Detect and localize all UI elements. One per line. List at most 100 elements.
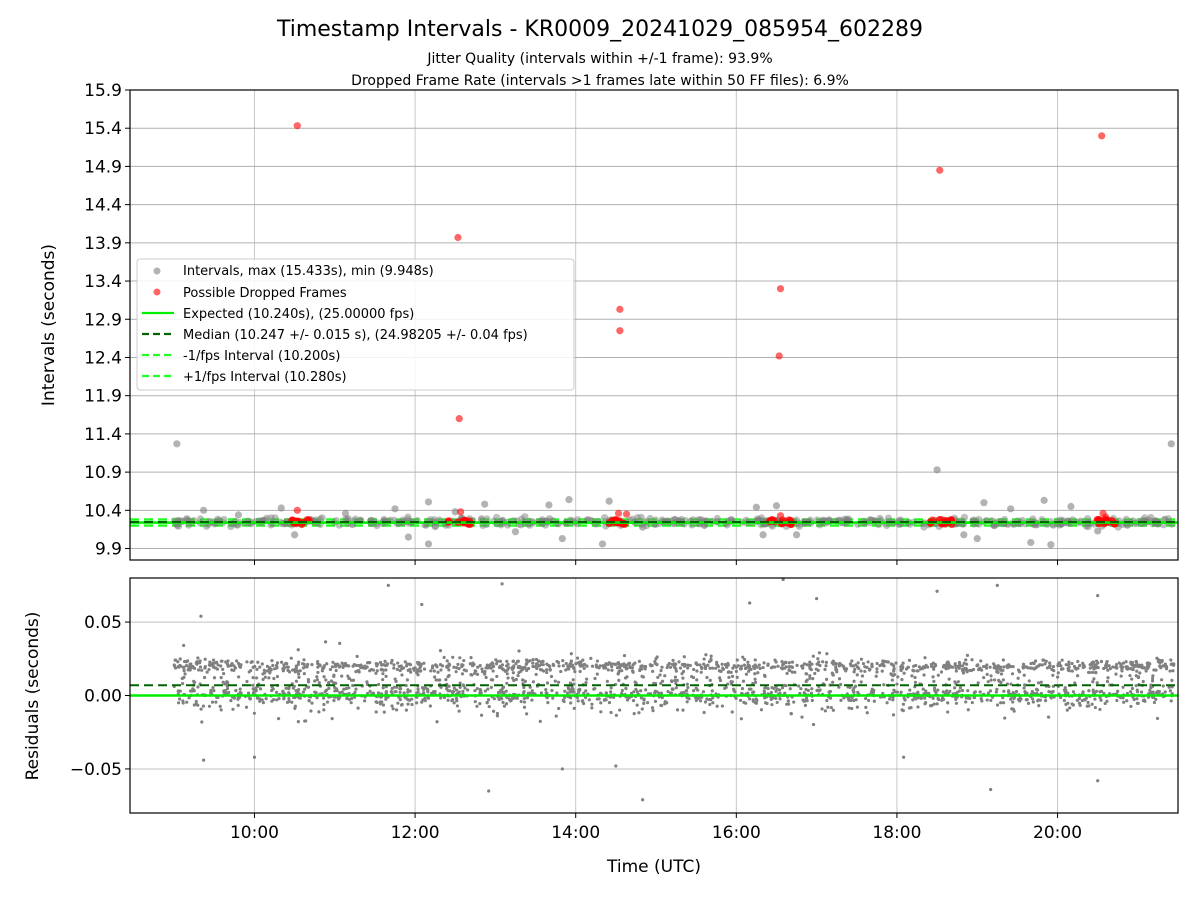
residual-point (409, 670, 413, 674)
residual-point (656, 675, 660, 680)
residual-point (1018, 699, 1022, 703)
residual-point (682, 664, 687, 668)
residual-point (315, 675, 319, 679)
residual-point (452, 665, 456, 669)
residual-point (220, 659, 224, 663)
residual-point (1043, 699, 1048, 703)
residual-point (470, 664, 475, 668)
residual-point (653, 699, 658, 704)
top-ytick-label: 13.4 (84, 272, 122, 292)
residual-point (765, 701, 769, 706)
residual-point (376, 682, 381, 687)
residual-point (892, 664, 896, 668)
bottom-ytick-label: −0.05 (70, 760, 122, 780)
residual-point (740, 687, 745, 691)
residual-point (475, 672, 480, 676)
residual-point (384, 663, 388, 668)
residual-point (759, 708, 764, 712)
residual-point (296, 672, 301, 676)
residual-point (440, 664, 445, 668)
residual-point (524, 662, 528, 666)
residual-point (1131, 663, 1135, 667)
residual-point (613, 662, 618, 667)
residual-point (1034, 665, 1039, 669)
residual-point (545, 668, 549, 672)
residual-point (584, 681, 588, 685)
residual-point (1157, 690, 1161, 694)
residual-point (173, 666, 178, 670)
residual-point (847, 698, 851, 702)
residual-point (735, 658, 739, 662)
residual-point (236, 697, 240, 701)
residual-point (245, 660, 249, 664)
residual-point (553, 679, 557, 683)
residual-point (766, 662, 770, 666)
residual-point (908, 688, 912, 692)
residual-point (739, 667, 743, 671)
residual-point (1036, 681, 1041, 685)
residual-point (751, 698, 755, 702)
residual-point (786, 699, 790, 703)
residual-point (230, 668, 234, 672)
residual-point (276, 717, 281, 721)
residual-point (523, 679, 527, 683)
residual-point (599, 710, 603, 714)
residual-point (639, 696, 643, 700)
residual-point (901, 709, 905, 713)
residual-point (545, 670, 549, 675)
dropped-point (293, 122, 301, 130)
residual-point (314, 691, 318, 695)
residual-point (322, 666, 326, 670)
residual-point (682, 690, 686, 694)
residual-point (817, 688, 821, 692)
interval-point (483, 515, 491, 523)
residual-point (1151, 674, 1155, 678)
residual-point (916, 705, 920, 709)
residual-point (582, 691, 586, 695)
residual-point (789, 711, 793, 716)
residual-point (450, 699, 454, 703)
residual-point (279, 660, 284, 664)
residual-point (753, 672, 757, 676)
residual-point (899, 690, 903, 694)
residual-point (270, 699, 274, 703)
residual-point (546, 700, 550, 705)
residual-point (919, 696, 923, 700)
residual-point (450, 690, 455, 694)
residual-point (317, 681, 321, 685)
residual-point (681, 676, 685, 680)
top-ytick-label: 10.9 (84, 463, 122, 483)
residual-point (231, 707, 235, 711)
residual-point (942, 664, 946, 668)
residual-point (916, 690, 920, 694)
residual-point (1081, 690, 1085, 694)
residual-point (901, 702, 905, 706)
residual-point (287, 685, 291, 689)
residual-point (219, 664, 223, 668)
residual-point (338, 641, 342, 645)
residual-point (1065, 708, 1069, 712)
residual-point (864, 696, 868, 701)
residual-point (345, 696, 349, 700)
residual-point (340, 661, 344, 665)
residual-point (818, 663, 822, 668)
residual-point (710, 666, 715, 670)
residual-point (1150, 679, 1155, 683)
residual-point (753, 663, 757, 667)
residual-point (1036, 699, 1040, 703)
residual-point (340, 674, 344, 678)
residual-point (606, 668, 610, 672)
residual-point (520, 667, 525, 672)
residual-point (512, 664, 516, 668)
bottom-ytick-label: 0.05 (84, 613, 122, 633)
residual-point (447, 668, 451, 672)
residual-point (1001, 678, 1005, 682)
residual-point (702, 710, 706, 715)
residual-point (805, 678, 809, 682)
residual-point (776, 664, 780, 668)
residual-point (839, 663, 844, 667)
residual-point (718, 678, 723, 683)
residual-point (981, 664, 986, 669)
residual-point (785, 702, 789, 706)
residual-point (522, 696, 526, 701)
